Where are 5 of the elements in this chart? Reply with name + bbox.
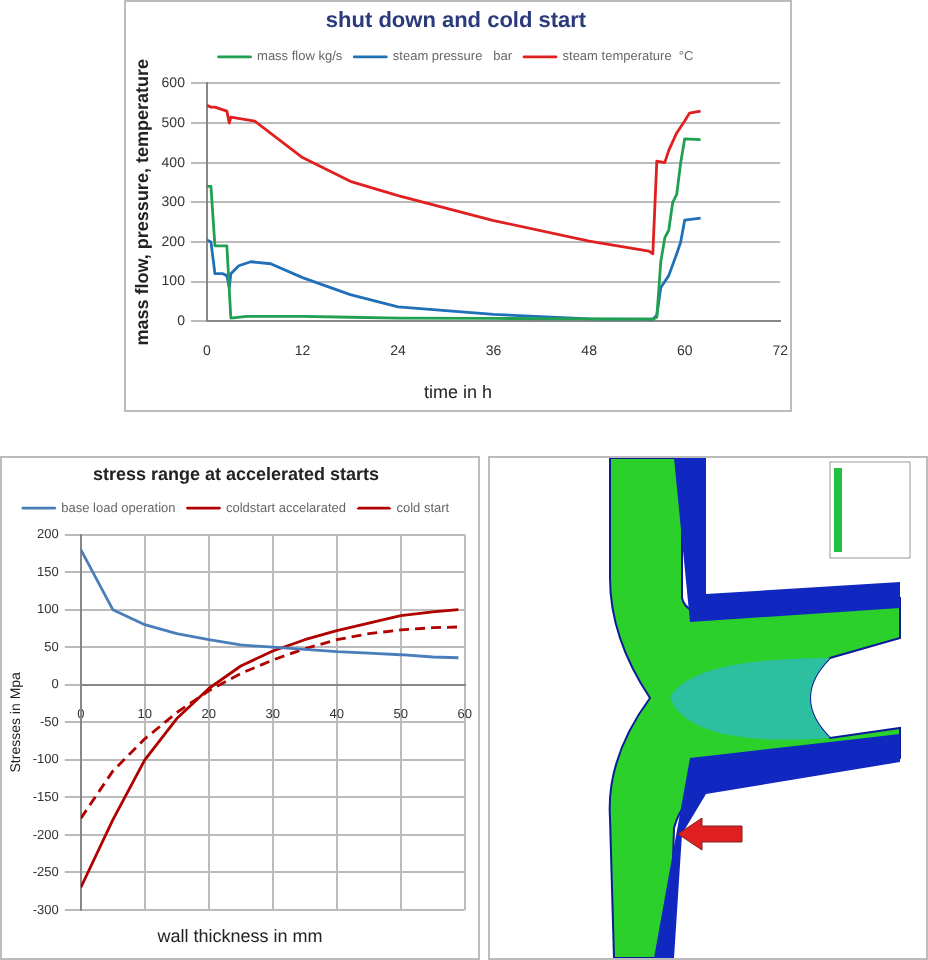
x-axis-title: wall thickness in mm: [155, 926, 325, 946]
chart-title: stress range at accelerated starts: [92, 463, 380, 484]
y-axis-title: mass flow, pressure, temperature: [131, 59, 152, 346]
chart-title: shut down and cold start: [325, 9, 587, 34]
x-axis-title: time in h: [421, 382, 494, 402]
